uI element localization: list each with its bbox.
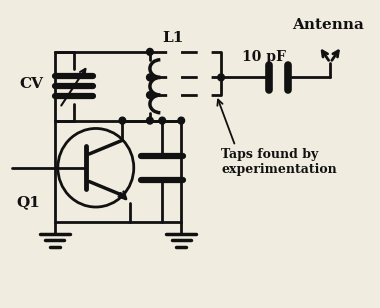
Circle shape — [218, 74, 225, 81]
Text: Antenna: Antenna — [292, 18, 364, 32]
Circle shape — [159, 117, 166, 124]
Text: L1: L1 — [162, 31, 184, 45]
Circle shape — [147, 117, 153, 124]
Text: Taps found by
experimentation: Taps found by experimentation — [221, 148, 337, 176]
Text: 10 pF: 10 pF — [242, 50, 286, 64]
Circle shape — [147, 48, 153, 55]
Circle shape — [147, 74, 153, 81]
Circle shape — [147, 92, 153, 99]
Circle shape — [178, 117, 185, 124]
Text: CV: CV — [20, 77, 44, 91]
Circle shape — [119, 117, 126, 124]
Text: Q1: Q1 — [16, 195, 40, 209]
